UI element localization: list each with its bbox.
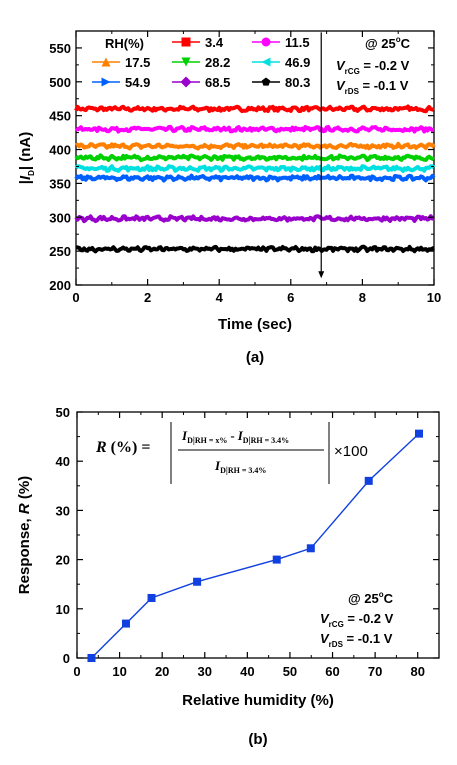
panel-b-axis-ticks: 0 10 20 30 40 50 60 70 80 0 10 20 30 40 50	[56, 405, 440, 679]
panel-a-caption: (a)	[246, 349, 264, 366]
panel-a-vcg-label: VrCG = -0.2 V	[336, 58, 410, 76]
formula-multiplier: ×100	[334, 443, 368, 460]
series-trace-17.5	[75, 141, 436, 151]
legend-label-80.3: 80.3	[285, 75, 310, 90]
series-trace-28.2	[74, 153, 435, 163]
y-tick-label: 200	[49, 278, 71, 293]
series-trace-11.5	[75, 124, 435, 134]
x-tick-label: 60	[325, 664, 339, 679]
y-tick-label: 20	[56, 553, 70, 568]
panel-b-temperature-label: @ 25oC	[348, 590, 394, 606]
y-tick-label: 400	[49, 143, 71, 158]
legend-label-3.4: 3.4	[205, 35, 224, 50]
panel-b: 0 10 20 30 40 50 60 70 80 0 10 20 30 40 50 R (%) = ID|…	[16, 405, 440, 748]
data-point-3.4	[87, 654, 96, 662]
panel-a-axis-ticks: 0 2 4 6 8 10 200 250 300 350 400 450 500 550	[49, 31, 441, 305]
x-tick-label: 6	[287, 290, 294, 305]
panel-b-vcg-label: VrCG = -0.2 V	[320, 611, 394, 629]
x-tick-label: 20	[155, 664, 169, 679]
formula-lhs: R (%) =	[95, 439, 150, 456]
legend-marker-80.3	[261, 77, 271, 86]
legend-marker-3.4	[181, 37, 191, 47]
legend-marker-11.5	[261, 37, 271, 47]
legend-marker-54.9	[101, 77, 111, 87]
response-curve	[91, 433, 420, 659]
series-trace-80.3	[75, 244, 435, 254]
y-tick-label: 0	[63, 651, 70, 666]
x-tick-label: 40	[240, 664, 254, 679]
legend-label-17.5: 17.5	[125, 55, 150, 70]
data-point-68.5	[364, 476, 373, 485]
y-tick-label: 50	[56, 405, 70, 420]
panel-b-vds-label: VrDS = -0.1 V	[320, 631, 393, 649]
x-tick-label: 30	[198, 664, 212, 679]
x-tick-label: 8	[359, 290, 366, 305]
x-tick-label: 4	[216, 290, 224, 305]
legend-marker-46.9	[261, 57, 271, 67]
panel-a: 0 2 4 6 8 10 200 250 300 350 400 450 500 550 RH(%) 3.…	[17, 30, 441, 366]
series-trace-3.4	[74, 104, 435, 114]
y-tick-label: 550	[49, 41, 71, 56]
panel-a-temperature-label: @ 25oC	[365, 35, 411, 51]
panel-a-x-axis-label: Time (sec)	[218, 316, 292, 333]
x-tick-label: 2	[144, 290, 151, 305]
legend-marker-68.5	[180, 76, 192, 88]
legend-label-46.9: 46.9	[285, 55, 310, 70]
panel-b-y-axis-label: Response, R (%)	[16, 476, 33, 594]
y-tick-label: 10	[56, 602, 70, 617]
y-tick-label: 30	[56, 503, 70, 518]
data-point-46.9	[272, 555, 281, 564]
panel-b-caption: (b)	[248, 731, 267, 748]
panel-a-legend: 3.4 11.5 17.5 28.2 46.9 54.9 68.5 80.3	[92, 35, 310, 90]
data-point-54.9	[306, 544, 315, 553]
series-trace-46.9	[74, 164, 436, 173]
data-point-28.2	[193, 577, 202, 586]
y-tick-label: 300	[49, 210, 71, 225]
x-tick-label: 70	[368, 664, 382, 679]
response-formula: R (%) = ID|RH = x% - ID|RH = 3.4% ID|RH = …	[95, 422, 368, 484]
panel-b-x-axis-label: Relative humidity (%)	[182, 692, 334, 709]
x-tick-label: 80	[410, 664, 424, 679]
x-tick-label: 0	[72, 290, 79, 305]
legend-label-11.5: 11.5	[285, 35, 310, 50]
legend-marker-28.2	[181, 57, 191, 67]
formula-numerator: ID|RH = x% - ID|RH = 3.4%	[181, 428, 289, 445]
response-points	[87, 429, 423, 662]
legend-marker-17.5	[101, 57, 111, 67]
data-point-11.5	[121, 619, 130, 628]
x-tick-label: 10	[112, 664, 126, 679]
y-tick-label: 250	[49, 244, 71, 259]
formula-denominator: ID|RH = 3.4%	[214, 458, 266, 475]
x-tick-label: 10	[427, 290, 441, 305]
decrease-arrowhead	[318, 271, 325, 279]
y-tick-label: 350	[49, 176, 71, 191]
series-trace-68.5	[74, 214, 435, 224]
data-point-80.3	[414, 429, 423, 438]
panel-a-series-lines	[74, 104, 436, 254]
panel-a-vds-label: VrDS = -0.1 V	[336, 78, 409, 96]
y-tick-label: 40	[56, 454, 70, 469]
legend-label-28.2: 28.2	[205, 55, 230, 70]
legend-title: RH(%)	[105, 36, 144, 51]
panel-a-y-axis-label: |ID| (nA)	[17, 132, 36, 185]
x-tick-label: 0	[73, 664, 80, 679]
y-tick-label: 450	[49, 109, 71, 124]
y-tick-label: 500	[49, 75, 71, 90]
legend-label-54.9: 54.9	[125, 75, 150, 90]
x-tick-label: 50	[283, 664, 297, 679]
series-trace-54.9	[74, 173, 436, 183]
data-point-17.5	[147, 593, 156, 602]
legend-label-68.5: 68.5	[205, 75, 230, 90]
